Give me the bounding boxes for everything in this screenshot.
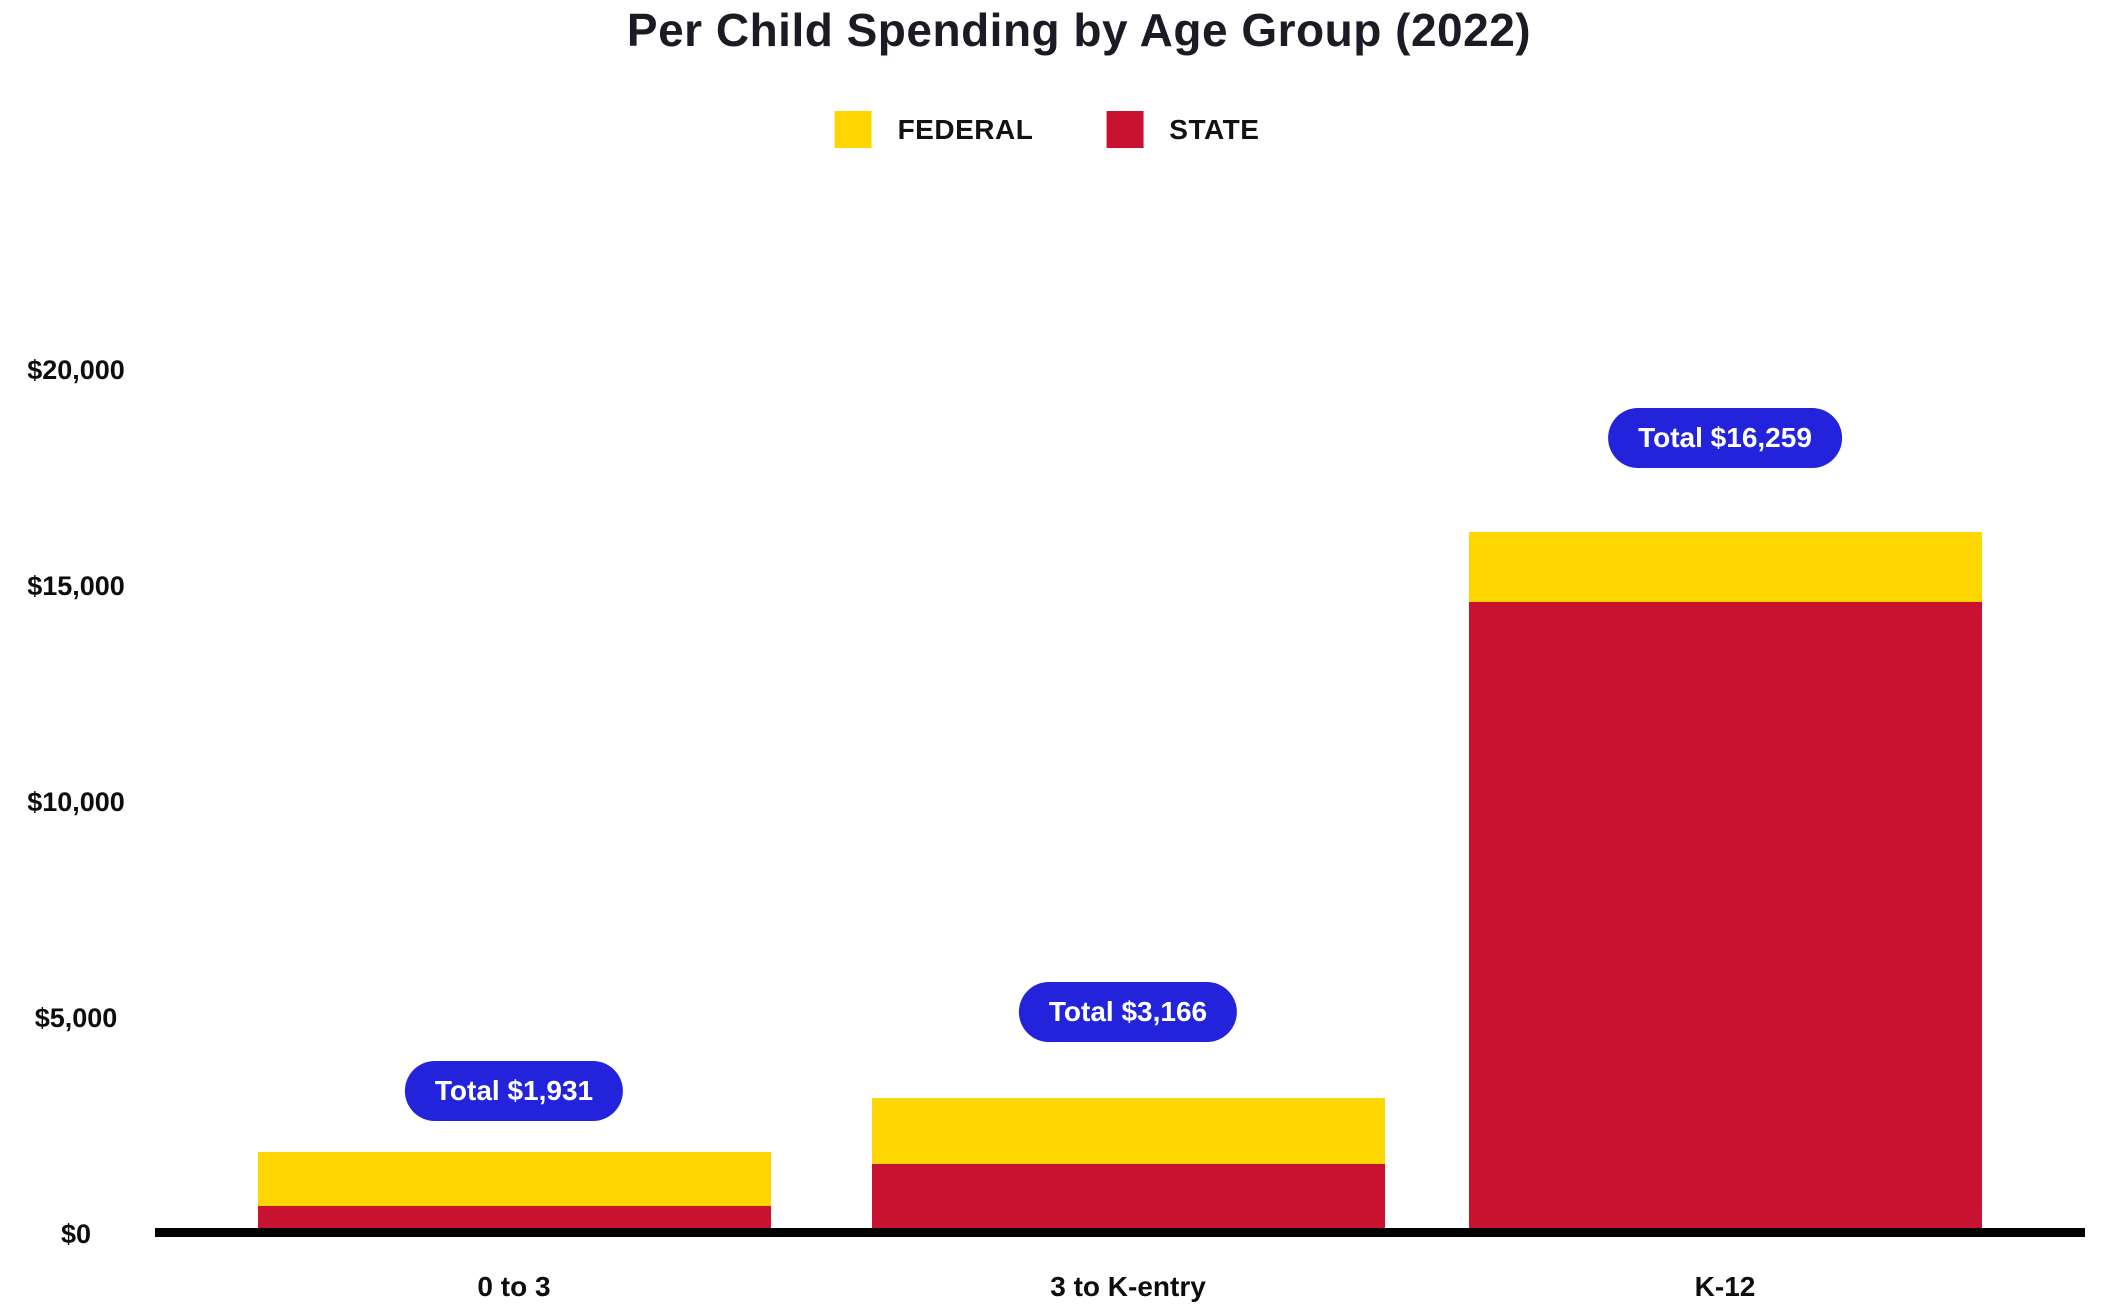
y-axis-tick-label: $0 [60, 1219, 92, 1249]
legend: FEDERAL STATE [834, 111, 1260, 148]
x-axis-line [155, 1228, 2085, 1237]
chart-title: Per Child Spending by Age Group (2022) [626, 4, 1532, 56]
state-color-swatch [1106, 111, 1144, 148]
bar-segment-federal [871, 1098, 1385, 1164]
legend-label-federal: FEDERAL [897, 113, 1034, 145]
total-badge: Total $16,259 [1608, 408, 1842, 468]
total-badge: Total $1,931 [404, 1061, 624, 1121]
federal-color-swatch [834, 111, 872, 148]
bar-segment-federal [257, 1152, 771, 1206]
y-axis-tick-label: $10,000 [27, 787, 125, 817]
total-badge: Total $3,166 [1018, 982, 1238, 1042]
bar-segment-federal [1468, 532, 1982, 602]
y-axis-tick-label: $20,000 [27, 355, 125, 385]
legend-item-state: STATE [1106, 111, 1259, 148]
bar-segment-state [871, 1164, 1385, 1235]
y-axis-tick-label: $5,000 [34, 1003, 118, 1033]
legend-item-federal: FEDERAL [834, 111, 1034, 148]
bar-segment-state [1468, 602, 1982, 1235]
y-axis-tick-label: $15,000 [27, 571, 125, 601]
x-axis-category-label: 0 to 3 [477, 1271, 551, 1302]
legend-label-state: STATE [1169, 113, 1260, 145]
x-axis-category-label: K-12 [1694, 1271, 1756, 1302]
x-axis-category-label: 3 to K-entry [1050, 1271, 1206, 1302]
